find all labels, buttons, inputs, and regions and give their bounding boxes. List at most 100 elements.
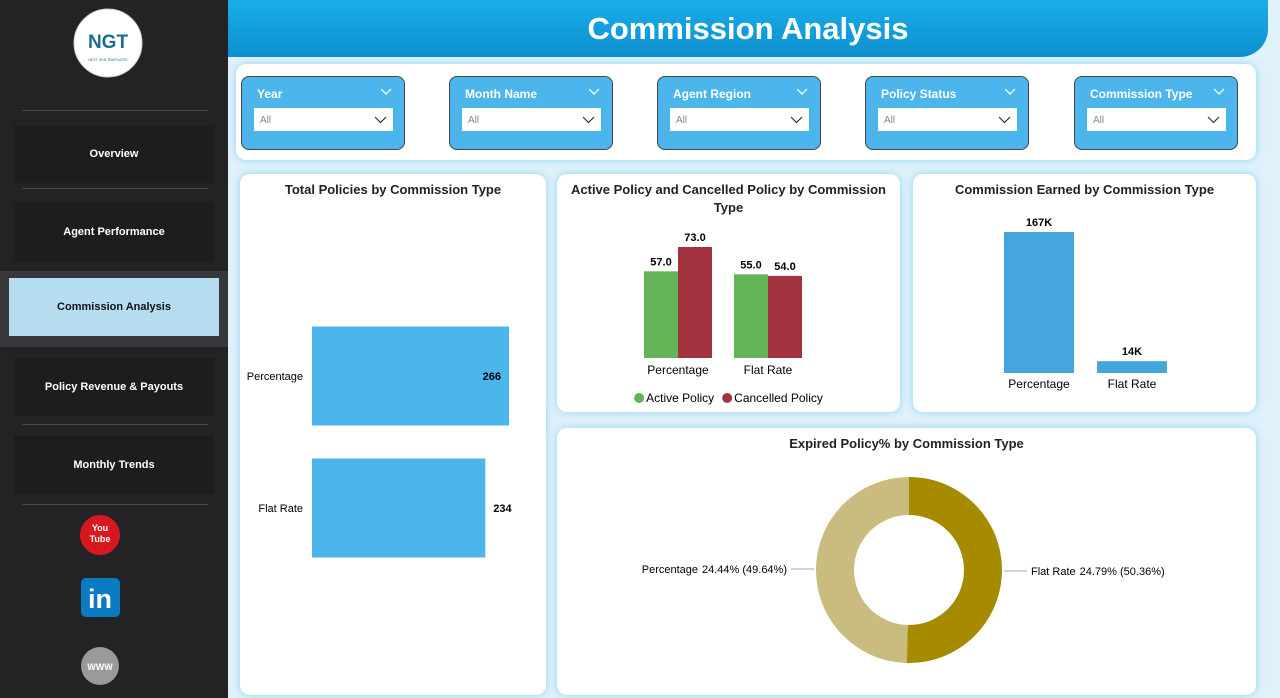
legend-item[interactable]: Cancelled Policy [722, 391, 823, 405]
youtube-icon[interactable]: Tube [90, 534, 111, 544]
chevron [374, 116, 387, 124]
value-label: 14K [1122, 346, 1142, 358]
chevron [1207, 116, 1220, 124]
filter: Year All [241, 76, 405, 150]
chevron [588, 88, 600, 95]
chart-card: Active Policy and Cancelled Policy by Co… [557, 174, 900, 412]
filter-label: Commission Type [1090, 87, 1193, 101]
category-label: Percentage [647, 363, 709, 377]
value-label: 266 [483, 371, 501, 383]
filter-dropdown[interactable]: All [1087, 108, 1226, 131]
filter: Commission Type All [1074, 76, 1238, 150]
filter: Month Name All [449, 76, 613, 150]
filter-label: Month Name [465, 87, 537, 101]
category-label: Flat Rate [744, 363, 793, 377]
filter-dropdown[interactable]: All [462, 108, 601, 131]
chevron [1004, 88, 1016, 95]
slice-value: 24.79% (50.36%) [1080, 566, 1165, 578]
chevron [582, 116, 595, 124]
filter-label: Policy Status [881, 87, 957, 101]
sidebar: NGT NEXT GEN TEMPLATES Overview Agent Pe… [0, 0, 228, 698]
bar [1004, 232, 1074, 373]
logo: NGT NEXT GEN TEMPLATES [73, 8, 143, 78]
filter-value: All [676, 115, 688, 126]
legend-label: Cancelled Policy [734, 391, 823, 405]
chevron [374, 116, 387, 124]
chart: Percentage 24.44% (49.64%) Flat Rate 24.79%… [642, 477, 1165, 663]
filter-value: All [468, 115, 480, 126]
bar [768, 275, 802, 358]
category-label: Percentage [247, 371, 303, 383]
nav-item[interactable]: Overview [14, 125, 214, 183]
value-label: 234 [493, 503, 512, 515]
value-label: 167K [1026, 217, 1052, 229]
value-label: 57.0 [650, 256, 671, 268]
chart-title: Expired Policy% by Commission Type [789, 436, 1024, 451]
slice-label: Flat Rate 24.79% (50.36%) [1031, 566, 1165, 578]
category-label: Percentage [1008, 377, 1070, 391]
value-label: 54.0 [774, 261, 795, 273]
filter: Agent Region All [657, 76, 821, 150]
bar [678, 247, 712, 358]
youtube-icon[interactable]: You [92, 523, 108, 533]
filter-dropdown[interactable]: All [670, 108, 809, 131]
chart: Percentage 167K Flat Rate 14K [1004, 217, 1167, 391]
legend-swatch [722, 393, 733, 403]
chart-title: Active Policy and Cancelled Policy by Co… [571, 182, 886, 215]
chevron [790, 116, 803, 124]
filter-value: All [1093, 115, 1105, 126]
linkedin-icon[interactable]: in [88, 584, 112, 614]
donut-slice [906, 477, 1002, 663]
value-label: 73.0 [684, 232, 705, 244]
nav-item[interactable]: Agent Performance [14, 203, 214, 261]
chart: Percentage 57.0 73.0 Flat Rate 55.0 54.0 Activ… [634, 232, 823, 405]
chevron [796, 88, 808, 95]
filter-value: All [260, 115, 272, 126]
logo-name: NGT [88, 32, 129, 53]
filter-label: Year [257, 87, 283, 101]
legend-swatch [634, 393, 645, 403]
chevron [1004, 88, 1016, 95]
filter-panel: Year All Month Name All Agent Region All Polic… [236, 64, 1256, 160]
chevron [1213, 88, 1225, 95]
filter-label: Agent Region [673, 87, 751, 101]
bar [644, 271, 678, 358]
slice-category: Flat Rate [1031, 566, 1076, 578]
chevron [380, 88, 392, 95]
bar [1097, 361, 1167, 373]
filter-value: All [884, 115, 896, 126]
slice-category: Percentage [642, 564, 698, 576]
legend-item[interactable]: Active Policy [634, 391, 714, 405]
chart-title: Commission Earned by Commission Type [954, 182, 1215, 197]
page-title: Commission Analysis [587, 10, 909, 46]
nav-item[interactable]: Monthly Trends [14, 436, 214, 494]
legend-label: Active Policy [646, 391, 714, 405]
chevron [1213, 88, 1225, 95]
bar [734, 274, 768, 358]
filter-dropdown[interactable]: All [254, 108, 393, 131]
filter: Policy Status All [865, 76, 1029, 150]
chart-card: Total Policies by Commission Type Percent… [240, 174, 546, 695]
filter-dropdown[interactable]: All [878, 108, 1017, 131]
chevron [796, 88, 808, 95]
slice-label: Percentage 24.44% (49.64%) [642, 564, 787, 576]
chevron [582, 116, 595, 124]
nav-item[interactable]: Policy Revenue & Payouts [14, 358, 214, 416]
donut-slice [815, 477, 909, 663]
page-header: Commission Analysis [228, 0, 1268, 57]
chevron [588, 88, 600, 95]
chevron [1207, 116, 1220, 124]
chevron [790, 116, 803, 124]
chart-title: Total Policies by Commission Type [284, 182, 502, 197]
bar [312, 326, 509, 426]
web-icon[interactable]: WWW [87, 662, 113, 672]
slice-value: 24.44% (49.64%) [702, 564, 787, 576]
social-icons: You Tube in WWW [80, 515, 120, 685]
bar [312, 458, 486, 558]
category-label: Flat Rate [1108, 377, 1157, 391]
nav-item-active[interactable]: Commission Analysis [9, 278, 219, 336]
chart: Percentage 266 Flat Rate 234 [247, 326, 513, 558]
chevron [380, 88, 392, 95]
chart-card: Commission Earned by Commission Type Perc… [913, 174, 1256, 412]
